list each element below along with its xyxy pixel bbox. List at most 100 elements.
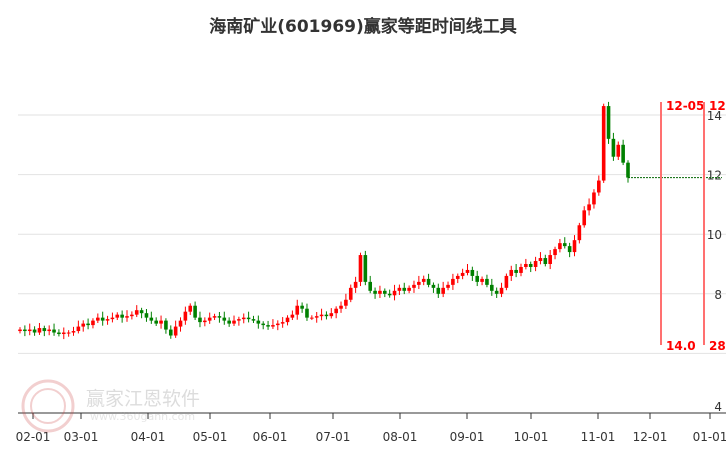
y-tick-label: 14 [707,109,722,123]
candle-body [383,290,387,294]
candle-body [47,329,51,332]
candle-body [509,269,514,276]
candle-body [402,287,407,291]
candle-body [577,225,582,241]
candle-body [222,317,227,321]
watermark-logo-icon [21,379,75,433]
candle-body [587,204,591,211]
candle-body [421,278,426,282]
candle-body [295,305,300,315]
candle-body [475,275,480,282]
candle-body [480,278,484,282]
x-tick-label: 04-01 [131,430,166,444]
candle-body [626,162,630,178]
candle-body [494,290,499,294]
candle-body [81,323,86,327]
candle-body [164,320,168,330]
candle-body [407,287,411,291]
candle-body [280,322,285,324]
candle-body [86,323,90,326]
candle-body [139,310,144,314]
candle-body [256,320,261,324]
candle-body [519,266,523,273]
candle-body [412,284,416,288]
candle-body [426,278,431,285]
x-tick-label: 07-01 [316,430,351,444]
x-tick-label: 01-01 [693,430,726,444]
candle-body [314,316,319,318]
candle-body [470,269,475,276]
candle-body [232,320,236,324]
candle-body [251,319,256,321]
y-tick-label: 10 [707,228,722,242]
timeline-value-label: 14.0 [666,339,696,353]
x-tick-label: 11-01 [581,430,616,444]
candle-body [616,144,621,157]
candle-body [42,328,47,332]
candle-body [241,317,246,320]
candle-body [207,317,212,321]
candle-body [76,326,81,332]
candle-body [52,329,56,333]
candle-body [431,284,436,288]
candle-body [387,293,392,296]
candle-body [125,316,129,318]
candle-body [524,264,528,267]
y-tick-label: 12 [707,169,722,183]
candle-body [144,313,149,318]
x-tick-label: 12-01 [633,430,668,444]
candle-body [348,287,353,300]
candle-body [538,258,543,262]
candle-body [329,313,334,317]
candle-body [582,210,587,226]
candle-body [71,331,76,333]
candle-body [392,290,397,296]
candle-body [533,261,538,267]
candle-body [203,320,207,323]
candle-body [227,320,231,324]
candle-body [611,138,616,157]
timeline-date-label: 12- [709,99,726,113]
candle-body [451,278,455,285]
candle-body [460,272,465,276]
watermark-url: www.360gann.com [90,410,196,423]
candle-body [601,106,606,181]
candle-body [237,319,241,321]
candle-body [130,314,134,317]
candle-body [485,278,489,285]
candle-body [37,328,42,333]
candle-body [543,258,548,264]
candle-body [353,281,358,288]
candle-body [105,319,110,321]
candle-body [266,325,270,327]
candle-body [290,314,295,318]
candle-body [558,243,562,250]
candle-body [597,180,601,193]
candle-body [66,332,71,334]
candle-body [528,264,533,267]
candle-body [548,255,552,264]
candle-body [397,287,402,291]
candle-body [514,269,518,273]
candle-body [23,329,27,332]
candle-body [198,317,202,323]
candle-body [168,329,173,336]
candle-body [188,305,193,312]
candle-body [490,284,494,291]
x-tick-label: 03-01 [64,430,99,444]
candle-body [446,284,450,288]
candle-body [499,287,504,294]
candle-body [27,329,32,332]
candle-body [271,325,275,327]
candle-body [368,281,373,291]
candle-body [57,332,61,335]
candle-body [18,329,22,332]
candle-body [334,308,338,314]
candle-body [173,326,178,336]
candle-body [562,243,567,247]
candle-body [261,323,265,326]
candle-body [465,269,470,273]
candle-body [441,287,445,294]
candle-body [246,317,251,320]
candle-body [120,314,124,318]
